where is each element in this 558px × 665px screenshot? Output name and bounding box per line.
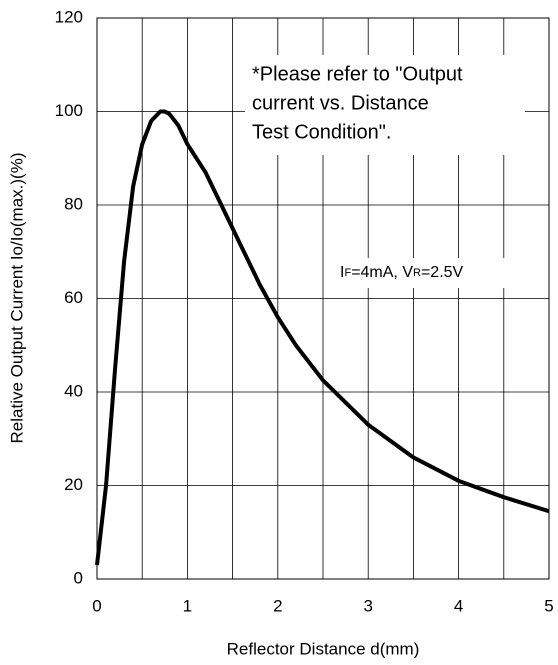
y-tick-label: 60 [64,288,83,307]
annotation-bg [245,55,525,155]
condition-part: =2.5V [421,264,464,281]
condition: IF=4mA, VR=2.5V [340,264,464,281]
y-tick-label: 0 [74,568,83,587]
x-tick-label: 3 [363,596,372,615]
x-tick-label: 2 [273,596,282,615]
y-tick-label: 80 [64,194,83,213]
x-tick-label: 4 [454,596,463,615]
condition-part: =4mA, V [351,264,413,281]
y-tick-label: 40 [64,381,83,400]
annotation: current vs. Distance [252,92,429,114]
condition-part: R [413,267,421,279]
condition-bg [335,258,515,288]
condition-part: I [340,264,344,281]
x-tick-label: 5 [544,596,553,615]
x-axis-label: Reflector Distance d(mm) [227,639,420,658]
x-tick-label: 0 [92,596,101,615]
data-line [95,109,550,566]
condition-part: F [344,267,351,279]
y-axis-label: Relative Output Current Io/Io(max.)(%) [7,153,26,444]
y-tick-label: 100 [55,101,83,120]
y-tick-label: 120 [55,7,83,26]
annotation: Test Condition". [252,121,391,143]
annotation: *Please refer to "Output [252,63,463,85]
y-tick-label: 20 [64,475,83,494]
x-tick-label: 1 [183,596,192,615]
